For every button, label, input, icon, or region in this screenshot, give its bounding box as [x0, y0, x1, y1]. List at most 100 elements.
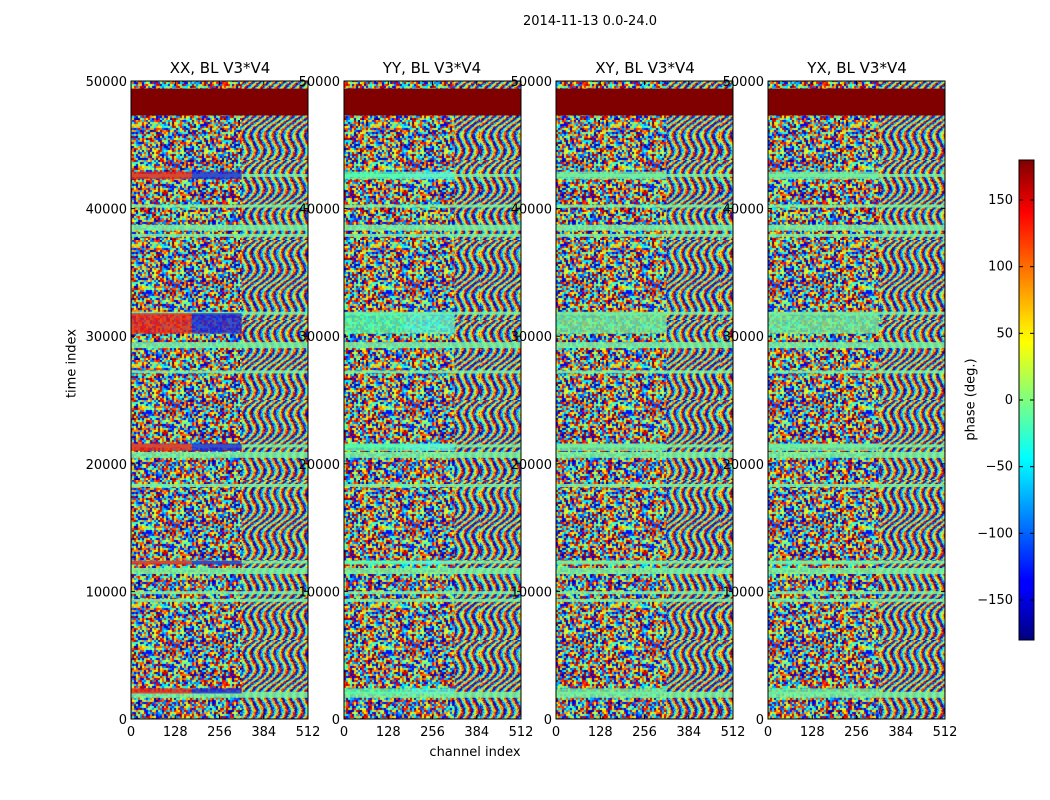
anomaly-band [828, 171, 879, 180]
saturated-band [556, 88, 733, 116]
flag-band [768, 691, 945, 698]
flag-band [344, 483, 521, 487]
y-tick-label: 20000 [723, 458, 764, 473]
y-tick-label: 20000 [86, 458, 127, 473]
y-tick-label: 30000 [299, 330, 340, 345]
phase-fringe-area [878, 81, 945, 719]
anomaly-band [191, 560, 242, 565]
anomaly-band [131, 560, 192, 565]
y-tick-label: 20000 [299, 458, 340, 473]
anomaly-band [616, 313, 667, 334]
x-axis-label: channel index [429, 745, 521, 760]
x-tick-label: 512 [509, 725, 534, 740]
x-tick-label: 512 [296, 725, 321, 740]
y-tick-label: 40000 [511, 203, 552, 218]
y-tick-label: 10000 [511, 585, 552, 600]
flag-band [131, 567, 308, 574]
colorbar-tick-label: 50 [996, 326, 1013, 341]
flag-band [556, 451, 733, 458]
x-tick-label: 256 [207, 725, 232, 740]
flag-band [556, 342, 733, 349]
y-tick-label: 10000 [299, 585, 340, 600]
y-tick-label: 10000 [723, 585, 764, 600]
y-tick-label: 0 [544, 713, 552, 728]
anomaly-band [344, 171, 405, 180]
flag-band [556, 691, 733, 698]
flag-band [131, 598, 308, 602]
flag-band [556, 204, 733, 208]
flag-band [131, 224, 308, 231]
anomaly-band [616, 171, 667, 180]
colorbar-tick-label: 0 [1005, 393, 1013, 408]
saturated-band [131, 88, 308, 116]
y-tick-label: 50000 [86, 75, 127, 90]
flag-band [344, 567, 521, 574]
x-tick-label: 128 [588, 725, 613, 740]
x-tick-label: 512 [721, 725, 746, 740]
flag-band [556, 598, 733, 602]
flag-band [768, 451, 945, 458]
flag-band [131, 204, 308, 208]
anomaly-band [556, 313, 617, 334]
flag-band [768, 233, 945, 237]
anomaly-band [616, 443, 667, 452]
flag-band [131, 342, 308, 349]
anomaly-band [404, 560, 455, 565]
anomaly-band [768, 171, 829, 180]
anomaly-band [191, 443, 242, 452]
flag-band [131, 691, 308, 698]
y-tick-label: 10000 [86, 585, 127, 600]
anomaly-band [191, 688, 242, 694]
anomaly-band [768, 443, 829, 452]
phase-fringe-area [241, 81, 308, 719]
y-tick-label: 40000 [86, 203, 127, 218]
x-tick-label: 128 [163, 725, 188, 740]
flag-band [131, 233, 308, 237]
flag-band [768, 567, 945, 574]
phase-fringe-area [454, 81, 521, 719]
x-tick-label: 256 [844, 725, 869, 740]
flag-band [131, 370, 308, 374]
anomaly-band [828, 688, 879, 694]
panel-title-xx: XX, BL V3*V4 [169, 59, 271, 77]
flag-band [344, 342, 521, 349]
anomaly-band [131, 443, 192, 452]
anomaly-band [768, 688, 829, 694]
anomaly-band [556, 443, 617, 452]
heatmap-panel-0: 0 128 256 384 512 0 10000 20000 30000 40000 50000 [86, 75, 321, 740]
x-tick-label: 256 [632, 725, 657, 740]
flag-band [556, 224, 733, 231]
y-tick-label: 30000 [511, 330, 552, 345]
saturated-band [344, 88, 521, 116]
anomaly-band [768, 560, 829, 565]
anomaly-band [404, 313, 455, 334]
flag-band [768, 483, 945, 487]
flag-band [344, 233, 521, 237]
anomaly-band [404, 688, 455, 694]
flag-band [768, 598, 945, 602]
colorbar-tick-label: 150 [988, 193, 1013, 208]
anomaly-band [404, 171, 455, 180]
heatmap-panel-1: 0 128 256 384 512 0 10000 20000 30000 40000 50000 [299, 75, 534, 740]
x-tick-label: 384 [888, 725, 913, 740]
flag-band [768, 591, 945, 595]
y-tick-label: 20000 [511, 458, 552, 473]
y-tick-label: 0 [332, 713, 340, 728]
x-tick-label: 384 [251, 725, 276, 740]
x-tick-label: 0 [552, 725, 560, 740]
anomaly-band [344, 443, 405, 452]
flag-band [344, 370, 521, 374]
flag-band [344, 451, 521, 458]
x-tick-label: 128 [376, 725, 401, 740]
x-tick-label: 0 [127, 725, 135, 740]
phase-fringe-area [666, 81, 733, 719]
y-tick-label: 50000 [511, 75, 552, 90]
figure-title: 2014-11-13 0.0-24.0 [523, 14, 657, 29]
y-tick-label: 30000 [86, 330, 127, 345]
anomaly-band [828, 560, 879, 565]
flag-band [344, 691, 521, 698]
anomaly-band [344, 688, 405, 694]
y-tick-label: 0 [119, 713, 127, 728]
flag-band [344, 224, 521, 231]
colorbar-tick-label: −100 [977, 526, 1013, 541]
